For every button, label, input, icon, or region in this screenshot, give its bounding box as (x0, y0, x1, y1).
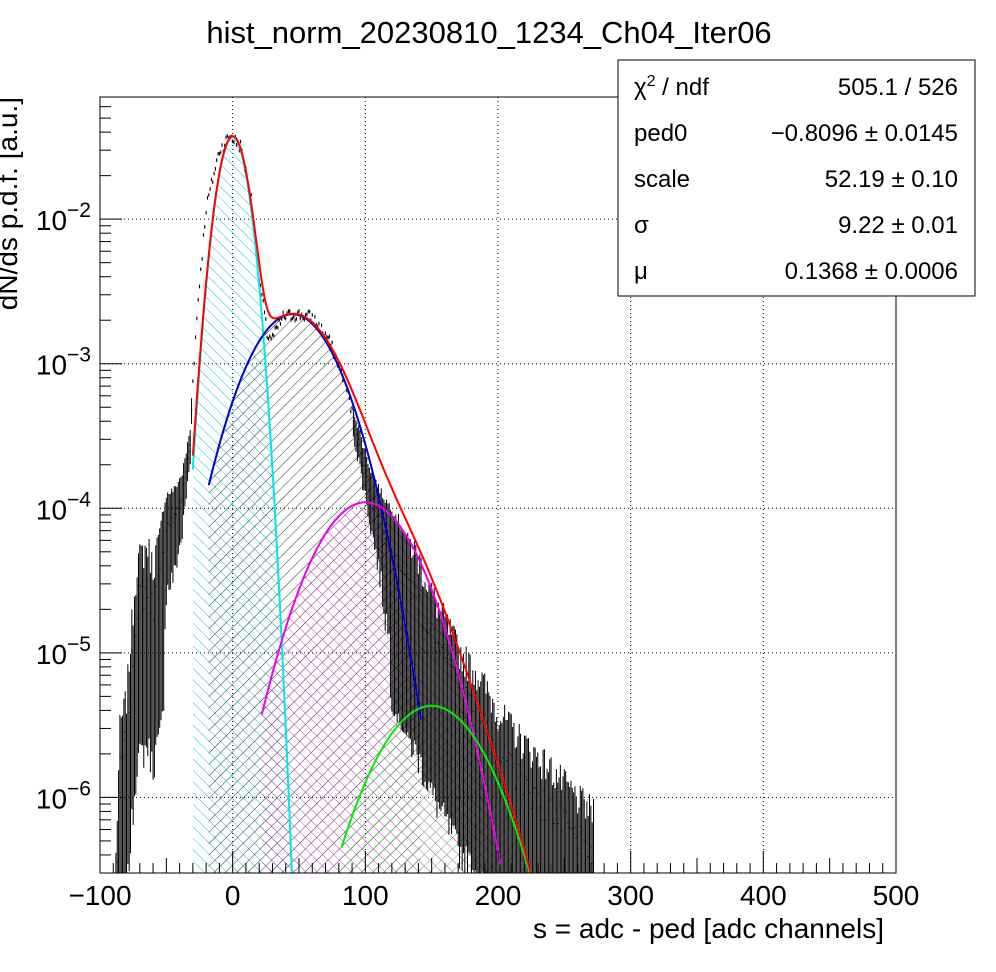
x-tick-label: 100 (342, 880, 389, 911)
x-tick-label: 500 (873, 880, 920, 911)
chart-title: hist_norm_20230810_1234_Ch04_Iter06 (206, 15, 771, 50)
3-pe-peak-curve (340, 704, 531, 873)
stats-rows: χ2 / ndf 505.1 / 526 ped0 −0.8096 ± 0.0145 s… (634, 73, 958, 285)
x-tick-label: 200 (475, 880, 522, 911)
stat-name: μ (634, 258, 648, 285)
x-tick-label: 300 (607, 880, 654, 911)
axes: −100 0 100 200 300 400 500 10−2 10−3 10−4 10−5 10−6 (36, 106, 920, 911)
y-axis-title: dN/ds p.d.f. [a.u.] (0, 97, 23, 310)
stat-value: 505.1 / 526 (838, 74, 958, 101)
y-tick-label: 10−3 (36, 344, 91, 381)
y-tick-label: 10−6 (36, 777, 91, 814)
stat-value: 9.22 ± 0.01 (838, 212, 958, 239)
2-pe-peak-curve (260, 501, 502, 866)
stat-name: σ (634, 212, 649, 239)
stat-name: χ2 / ndf (634, 73, 709, 101)
data-points (115, 134, 595, 873)
fit-curves (191, 135, 532, 873)
stats-box: χ2 / ndf 505.1 / 526 ped0 −0.8096 ± 0.0145 s… (617, 59, 976, 297)
x-tick-label: 0 (225, 880, 241, 911)
stat-value: 52.19 ± 0.10 (825, 166, 958, 193)
x-tick-label: −100 (68, 880, 131, 911)
total-fit-curve (191, 135, 532, 873)
x-tick-label: 400 (740, 880, 787, 911)
stat-name: ped0 (634, 120, 687, 147)
stat-value: 0.1368 ± 0.0006 (785, 258, 958, 285)
y-tick-label: 10−4 (36, 488, 91, 525)
y-tick-label: 10−5 (36, 633, 91, 670)
y-tick-label: 10−2 (36, 199, 91, 236)
x-axis-title: s = adc - ped [adc channels] (533, 913, 884, 944)
1-pe-peak-curve (207, 313, 423, 720)
stat-name: scale (634, 166, 690, 193)
stat-value: −0.8096 ± 0.0145 (771, 120, 958, 147)
